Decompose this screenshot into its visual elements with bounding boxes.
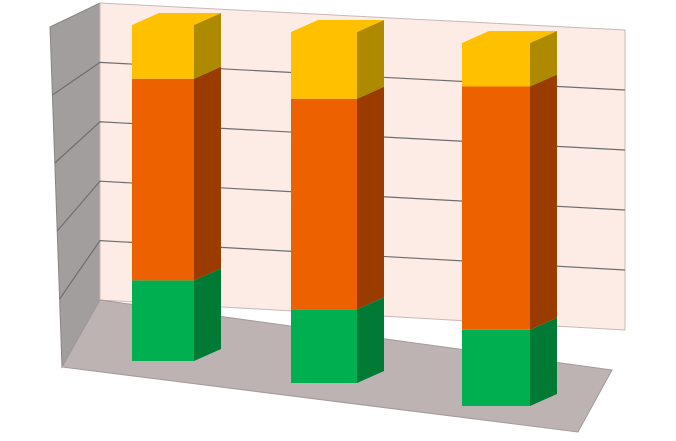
- gridline: [56, 180, 626, 232]
- bar-front-c1-s1: [132, 280, 194, 361]
- chart-bars: [132, 13, 557, 406]
- chart-gridlines: [52, 61, 626, 300]
- bar-front-c1-s2: [132, 78, 194, 281]
- bar-top-c2: [291, 20, 384, 32]
- bar-front-c3-s2: [462, 86, 530, 330]
- bar-side-c1-s2: [194, 66, 221, 281]
- bar-front-c3-s1: [462, 329, 530, 406]
- bar-front-c2-s1: [291, 309, 357, 383]
- bar-side-c1-s1: [194, 268, 221, 361]
- bar-top-c1: [132, 13, 221, 25]
- gridline: [59, 239, 626, 300]
- bar-front-c2-s3: [291, 32, 357, 99]
- bar-side-c3-s2: [530, 74, 557, 330]
- bar-front-c2-s2: [291, 98, 357, 310]
- bar-side-c3-s3: [530, 31, 557, 87]
- bar-front-c1-s3: [132, 25, 194, 79]
- bar-front-c3-s3: [462, 43, 530, 87]
- bar-side-c1-s3: [194, 13, 221, 79]
- gridline: [54, 121, 626, 164]
- bar-side-c2-s1: [357, 297, 384, 383]
- bar-side-c3-s1: [530, 317, 557, 406]
- gridline: [52, 61, 626, 96]
- bar-side-c2-s2: [357, 86, 384, 310]
- bar-side-c2-s3: [357, 20, 384, 99]
- bar-top-c3: [462, 31, 557, 43]
